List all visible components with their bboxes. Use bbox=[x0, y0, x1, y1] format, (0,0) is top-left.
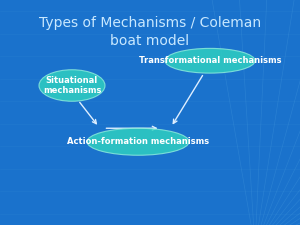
Ellipse shape bbox=[87, 128, 189, 155]
Text: Situational
mechanisms: Situational mechanisms bbox=[43, 76, 101, 95]
Text: Action-formation mechanisms: Action-formation mechanisms bbox=[67, 137, 209, 146]
Ellipse shape bbox=[39, 70, 105, 101]
Text: Transformational mechanisms: Transformational mechanisms bbox=[139, 56, 281, 65]
Ellipse shape bbox=[165, 48, 255, 73]
Text: Types of Mechanisms / Coleman
boat model: Types of Mechanisms / Coleman boat model bbox=[39, 16, 261, 48]
